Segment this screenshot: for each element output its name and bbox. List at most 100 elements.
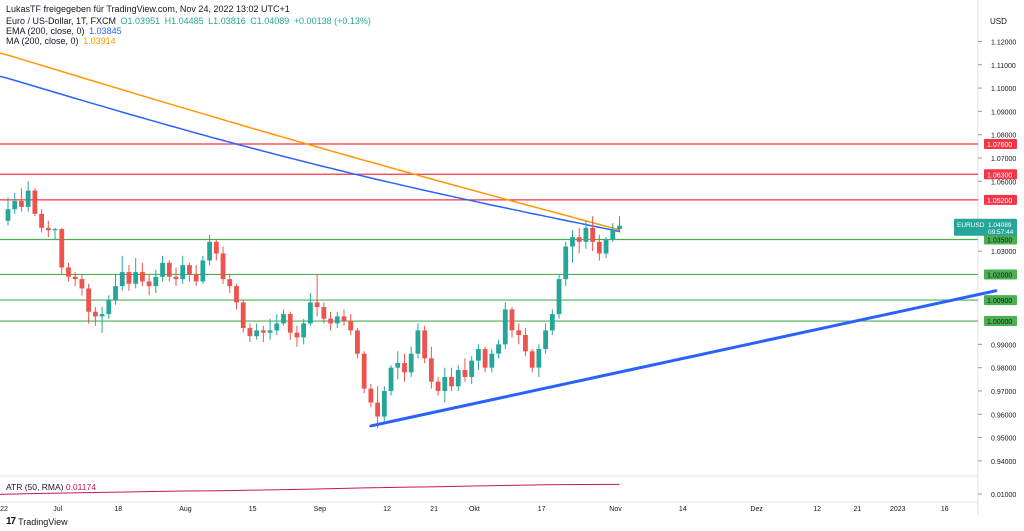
candle-body: [287, 314, 293, 333]
candle-body: [5, 209, 11, 221]
price-axis: 0.94000 0.95000 0.96000 0.97000 0.98000 0.990…: [954, 39, 1017, 499]
candle-body: [375, 402, 380, 417]
ema-label: EMA (200, close, 0): [6, 26, 85, 36]
candle-body: [596, 241, 602, 254]
x-tick-label: 18: [114, 506, 122, 513]
candle-body: [153, 276, 159, 287]
candle-body: [428, 358, 434, 382]
y-tick-label: 0.96000: [991, 412, 1016, 419]
symbol-name[interactable]: Euro / US-Dollar, 1T, FXCM: [6, 16, 117, 26]
trendline-group: [369, 289, 998, 428]
time-axis: 22 Jul 18 Aug 15 Sep 12 21 Okt 17 Nov 14 Dez 12 21 2023…: [0, 506, 949, 513]
candle-body: [173, 276, 179, 280]
x-tick-label: 22: [0, 506, 8, 513]
candle-body: [12, 201, 18, 210]
x-tick-label: Jul: [53, 506, 62, 513]
atr-legend[interactable]: ATR (50, RMA) 0.01174: [6, 482, 96, 492]
x-tick-label: 17: [538, 506, 546, 513]
candlestick-series: [5, 181, 622, 429]
level-tag-1.00000: [984, 316, 1017, 327]
candle-body: [496, 344, 501, 354]
x-tick-label: Dez: [750, 506, 763, 513]
y-tick-label: 1.06000: [991, 179, 1016, 186]
candle-body: [334, 316, 340, 324]
candle-body: [462, 369, 468, 377]
candle-body: [254, 330, 260, 337]
ohlc-close: C1.04089: [250, 16, 290, 26]
candle-body: [19, 201, 24, 207]
ma-200-line: [0, 52, 620, 231]
level-tag-1.00900: [984, 295, 1017, 306]
candle-body: [408, 353, 414, 373]
level-label-1.07600: 1.07600: [987, 142, 1012, 149]
candle-body: [187, 265, 192, 275]
candle-body: [294, 332, 300, 338]
candle-body: [301, 323, 307, 338]
atr-value: 0.01174: [65, 482, 96, 492]
candle-body: [388, 367, 394, 391]
candle-body: [449, 376, 454, 387]
candle-body: [193, 274, 199, 282]
last-price-tag: [954, 218, 1017, 236]
candle-body: [435, 381, 441, 391]
ma-label: MA (200, close, 0): [6, 36, 79, 46]
candle-body: [220, 253, 226, 280]
y-tick-label: 0.97000: [991, 389, 1016, 396]
candle-body: [482, 349, 488, 368]
currency-label[interactable]: USD: [990, 17, 1007, 26]
candle-body: [86, 288, 92, 312]
chart-grid: [0, 0, 979, 515]
candle-body: [476, 349, 481, 361]
level-label-1.05200: 1.05200: [987, 198, 1012, 205]
x-tick-label: 21: [854, 506, 862, 513]
y-tick-label: 1.03000: [991, 249, 1016, 256]
ema-legend[interactable]: EMA (200, close, 0) 1.03845: [6, 26, 124, 37]
x-tick-label: Nov: [609, 506, 622, 513]
candle-body: [536, 349, 542, 368]
y-tick-label: 0.95000: [991, 436, 1016, 443]
last-price-countdown: 09:57:44: [988, 229, 1014, 236]
candle-body: [583, 227, 589, 242]
candle-body: [66, 267, 71, 277]
candle-body: [563, 246, 569, 280]
candle-body: [368, 388, 374, 403]
candle-body: [267, 330, 273, 333]
candle-body: [32, 190, 38, 214]
candle-body: [180, 265, 186, 280]
y-tick-label: 1.08000: [991, 133, 1016, 140]
symbol-legend: Euro / US-Dollar, 1T, FXCM O1.03951 H1.0…: [6, 16, 373, 27]
level-tag-1.02000: [984, 269, 1017, 280]
level-label-1.03500: 1.03500: [987, 238, 1012, 245]
y-tick-label: 1.09000: [991, 109, 1016, 116]
candle-body: [321, 307, 327, 319]
candle-body: [247, 328, 253, 337]
horizontal-levels: [0, 143, 978, 322]
candle-body: [52, 229, 58, 231]
ohlc-change: +0.00138 (+0.13%): [293, 16, 371, 26]
y-tick-label: 0.94000: [991, 459, 1016, 466]
ema-200-line: [0, 75, 620, 233]
tradingview-logo[interactable]: 17 TradingView: [6, 516, 68, 527]
x-tick-label: 12: [383, 506, 391, 513]
candle-body: [234, 286, 239, 303]
atr-label: ATR (50, RMA): [6, 482, 64, 492]
atr-line: [0, 483, 620, 495]
candle-body: [260, 330, 266, 333]
y-tick-label: 1.07000: [991, 156, 1016, 163]
candle-body: [556, 279, 562, 315]
candle-body: [576, 237, 582, 242]
ma-legend[interactable]: MA (200, close, 0) 1.03914: [6, 36, 118, 47]
candle-body: [341, 316, 347, 322]
ascending-trendline: [369, 289, 998, 428]
candle-body: [529, 351, 535, 368]
candle-body: [140, 272, 145, 282]
level-label-1.02000: 1.02000: [987, 272, 1012, 279]
candle-body: [516, 330, 522, 336]
candle-body: [200, 260, 206, 282]
moving-averages: [0, 52, 620, 233]
candle-body: [126, 272, 132, 284]
candle-body: [509, 309, 515, 331]
candle-body: [489, 353, 495, 368]
level-label-1.06300: 1.06300: [987, 172, 1012, 179]
